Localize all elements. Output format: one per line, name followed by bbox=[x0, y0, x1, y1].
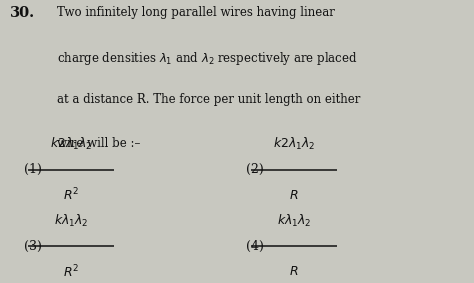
Text: $R^2$: $R^2$ bbox=[63, 187, 79, 203]
Text: (2): (2) bbox=[246, 163, 264, 176]
Text: $R^2$: $R^2$ bbox=[63, 263, 79, 280]
Text: wire will be :–: wire will be :– bbox=[57, 137, 140, 150]
Text: charge densities $\lambda_1$ and $\lambda_2$ respectively are placed: charge densities $\lambda_1$ and $\lambd… bbox=[57, 50, 357, 67]
Text: Two infinitely long parallel wires having linear: Two infinitely long parallel wires havin… bbox=[57, 6, 335, 19]
Text: $k2\lambda_1\lambda_2$: $k2\lambda_1\lambda_2$ bbox=[50, 136, 92, 152]
Text: (3): (3) bbox=[24, 240, 42, 253]
Text: $R$: $R$ bbox=[289, 189, 299, 202]
Text: (1): (1) bbox=[24, 163, 42, 176]
Text: $k2\lambda_1\lambda_2$: $k2\lambda_1\lambda_2$ bbox=[273, 136, 315, 152]
Text: $k\lambda_1\lambda_2$: $k\lambda_1\lambda_2$ bbox=[54, 213, 88, 229]
Text: (4): (4) bbox=[246, 240, 264, 253]
Text: at a distance R. The force per unit length on either: at a distance R. The force per unit leng… bbox=[57, 93, 360, 106]
Text: $k\lambda_1\lambda_2$: $k\lambda_1\lambda_2$ bbox=[277, 213, 311, 229]
Text: 30.: 30. bbox=[9, 6, 35, 20]
Text: $R$: $R$ bbox=[289, 265, 299, 278]
